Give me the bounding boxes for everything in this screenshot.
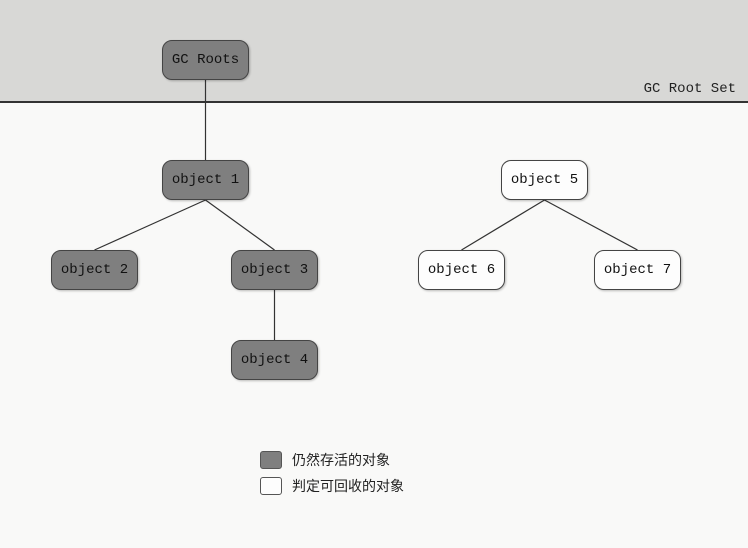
node-obj6: object 6 — [418, 250, 505, 290]
gc-root-set-label: GC Root Set — [644, 81, 736, 97]
edge-obj1-obj3 — [206, 200, 275, 250]
node-label-obj3: object 3 — [241, 262, 308, 278]
edge-obj5-obj6 — [462, 200, 545, 250]
edge-obj1-obj2 — [95, 200, 206, 250]
node-obj3: object 3 — [231, 250, 318, 290]
legend-label-alive: 仍然存活的对象 — [292, 450, 390, 470]
legend-label-dead: 判定可回收的对象 — [292, 476, 404, 496]
legend-swatch-alive — [260, 451, 282, 469]
node-label-gc_roots: GC Roots — [172, 52, 239, 68]
node-label-obj2: object 2 — [61, 262, 128, 278]
node-obj1: object 1 — [162, 160, 249, 200]
node-label-obj7: object 7 — [604, 262, 671, 278]
node-gc_roots: GC Roots — [162, 40, 249, 80]
node-label-obj4: object 4 — [241, 352, 308, 368]
legend-item-dead: 判定可回收的对象 — [260, 476, 404, 496]
legend-swatch-dead — [260, 477, 282, 495]
legend: 仍然存活的对象 判定可回收的对象 — [260, 450, 404, 502]
node-obj7: object 7 — [594, 250, 681, 290]
node-label-obj6: object 6 — [428, 262, 495, 278]
legend-item-alive: 仍然存活的对象 — [260, 450, 404, 470]
node-obj2: object 2 — [51, 250, 138, 290]
node-obj4: object 4 — [231, 340, 318, 380]
node-label-obj1: object 1 — [172, 172, 239, 188]
gc-root-band: GC Root Set — [0, 0, 748, 103]
node-label-obj5: object 5 — [511, 172, 578, 188]
node-obj5: object 5 — [501, 160, 588, 200]
edge-obj5-obj7 — [545, 200, 638, 250]
